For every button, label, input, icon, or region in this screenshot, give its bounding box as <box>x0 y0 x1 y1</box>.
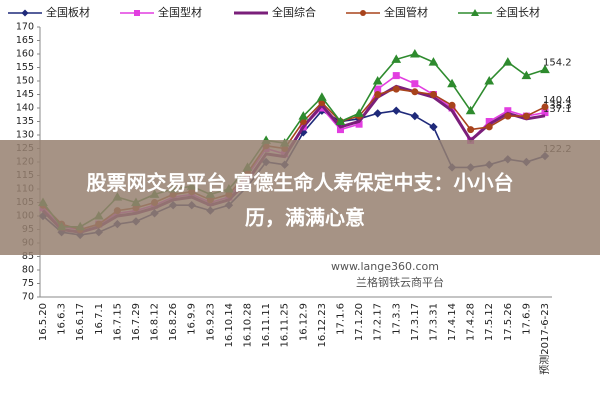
watermark: 兰格钢铁云商平台 <box>356 275 444 289</box>
marker <box>447 78 457 88</box>
marker <box>411 80 419 88</box>
end-label: 154.2 <box>543 58 572 69</box>
x-tick-label: 16.11.11 <box>261 303 272 348</box>
x-tick-label: 17.3.3 <box>391 303 402 335</box>
marker <box>391 54 402 63</box>
end-label: 137.1 <box>543 104 572 115</box>
x-tick-label: 17.1.20 <box>354 303 365 341</box>
x-tick-label: 16.8.12 <box>150 303 161 341</box>
marker <box>428 57 439 66</box>
marker <box>485 123 493 131</box>
x-tick-label: 16.10.14 <box>224 303 235 348</box>
legend-marker <box>134 10 140 16</box>
x-tick-label: 16.5.20 <box>38 303 49 341</box>
marker <box>392 106 401 115</box>
marker <box>448 101 456 109</box>
marker <box>392 72 400 80</box>
y-tick-label: 70 <box>22 292 34 303</box>
x-tick-label: 16.7.1 <box>94 303 105 335</box>
x-tick-label: 17.1.6 <box>335 303 346 335</box>
marker <box>429 91 437 98</box>
marker <box>373 109 382 118</box>
x-tick-label: 16.8.26 <box>168 303 179 341</box>
legend-marker <box>21 9 29 17</box>
y-tick-label: 170 <box>16 22 34 33</box>
x-tick-label: 16.9.23 <box>205 303 216 341</box>
banner <box>0 140 600 255</box>
marker <box>429 122 438 132</box>
y-tick-label: 80 <box>22 265 34 276</box>
y-tick-label: 75 <box>22 278 34 289</box>
x-tick-label: 17.6.9 <box>521 303 532 335</box>
marker <box>541 103 549 111</box>
x-tick-label: 16.12.23 <box>317 303 328 348</box>
marker <box>467 126 475 134</box>
marker <box>465 105 476 115</box>
marker <box>540 64 550 74</box>
end-label: 138.3 <box>543 101 572 112</box>
marker <box>354 108 364 117</box>
marker <box>374 91 382 98</box>
legend-label: 全国管材 <box>384 5 428 19</box>
legend-marker <box>471 9 479 16</box>
legend-label: 全国长材 <box>496 5 540 19</box>
marker <box>410 111 420 121</box>
marker <box>411 88 419 96</box>
x-tick-label: 16.10.28 <box>243 303 254 348</box>
y-tick-label: 160 <box>16 49 34 60</box>
marker <box>502 57 513 66</box>
y-tick-label: 130 <box>16 130 34 141</box>
x-tick-label: 17.5.12 <box>484 303 495 341</box>
marker <box>335 116 346 125</box>
x-tick-label: 16.6.17 <box>75 303 86 341</box>
x-tick-label: 17.4.14 <box>447 303 458 341</box>
y-tick-label: 155 <box>16 62 34 73</box>
y-tick-label: 165 <box>16 35 34 46</box>
legend-label: 全国综合 <box>272 5 316 19</box>
x-tick-label: 16.7.15 <box>112 303 123 341</box>
marker <box>409 48 420 58</box>
x-tick-label: 16.7.29 <box>131 303 142 341</box>
marker <box>484 75 495 85</box>
banner-text: 股票网交易平台 富德生命人寿保定中支：小小台 <box>87 171 514 195</box>
x-tick-label: 17.4.28 <box>466 303 477 341</box>
marker <box>372 75 383 85</box>
x-tick-label: 16.12.9 <box>298 303 309 341</box>
marker <box>522 112 530 120</box>
marker <box>298 111 309 120</box>
watermark: www.lange360.com <box>331 260 439 273</box>
x-tick-label: 16.11.25 <box>280 303 291 348</box>
end-label: 140.4 <box>543 95 572 106</box>
x-tick-label: 17.3.31 <box>428 303 439 341</box>
y-tick-label: 150 <box>16 76 34 87</box>
x-tick-label: 16.6.3 <box>57 303 68 335</box>
marker <box>392 85 400 93</box>
legend-label: 全国型材 <box>158 5 202 19</box>
x-tick-label: 16.9.9 <box>187 303 198 335</box>
marker <box>504 112 512 120</box>
x-tick-label: 17.3.17 <box>410 303 421 341</box>
x-tick-label: 17.2.17 <box>373 303 384 341</box>
y-tick-label: 145 <box>16 89 34 100</box>
y-tick-label: 140 <box>16 103 34 114</box>
y-tick-label: 85 <box>22 251 34 262</box>
marker <box>317 92 327 101</box>
legend-marker <box>360 10 366 16</box>
marker <box>521 70 532 80</box>
banner-text: 历，满满心意 <box>245 206 365 230</box>
legend-label: 全国板材 <box>46 5 90 19</box>
x-tick-label: 预测2017-6-23 <box>538 303 551 375</box>
y-tick-label: 135 <box>16 116 34 127</box>
x-tick-label: 17.5.26 <box>503 303 514 341</box>
